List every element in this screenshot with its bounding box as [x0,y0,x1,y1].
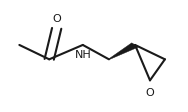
Text: NH: NH [75,51,92,60]
Text: O: O [52,14,61,24]
Polygon shape [108,43,138,60]
Text: O: O [146,88,154,98]
